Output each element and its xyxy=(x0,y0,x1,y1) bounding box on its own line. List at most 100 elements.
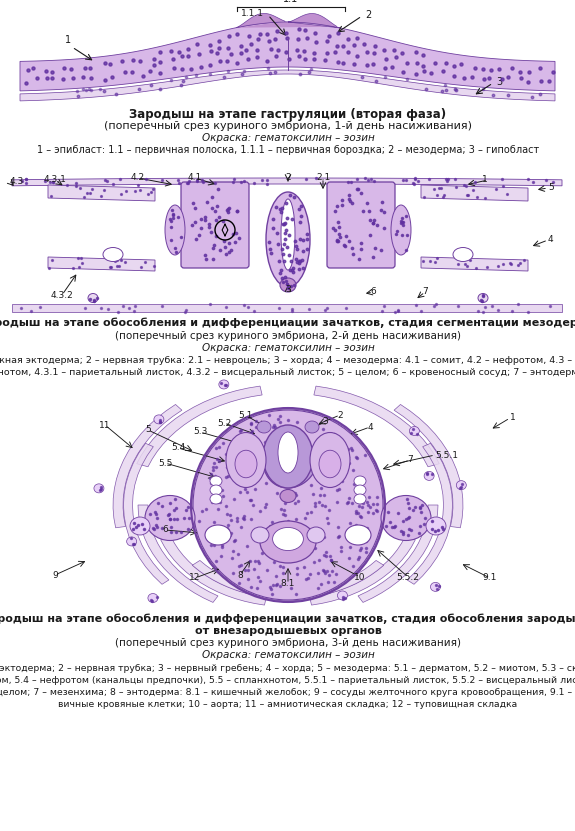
Polygon shape xyxy=(421,257,528,271)
Text: вичные кровяные клетки; 10 – аорта; 11 – амниотическая складка; 12 – туповищная : вичные кровяные клетки; 10 – аорта; 11 –… xyxy=(59,700,518,709)
Text: 1 – эпибласт: 1.1 – первичная полоска, 1.1.1 – первичная бороздка; 2 – мезодерма: 1 – эпибласт: 1.1 – первичная полоска, 1… xyxy=(37,145,539,155)
Ellipse shape xyxy=(409,426,419,435)
Text: (поперечный срез куриного эмбриона, 3-й день насиживания): (поперечный срез куриного эмбриона, 3-й … xyxy=(115,638,461,648)
Text: 5.5: 5.5 xyxy=(158,459,172,468)
Text: 5: 5 xyxy=(548,184,554,193)
Ellipse shape xyxy=(424,471,434,480)
Text: 1.1.1: 1.1.1 xyxy=(241,9,264,18)
Text: 1: 1 xyxy=(482,175,488,184)
Text: 7: 7 xyxy=(422,288,428,297)
Text: 2: 2 xyxy=(285,174,291,183)
Polygon shape xyxy=(48,185,155,201)
Ellipse shape xyxy=(345,525,371,545)
Text: 1: 1 xyxy=(65,35,71,45)
Polygon shape xyxy=(12,178,562,186)
Polygon shape xyxy=(20,70,555,101)
Polygon shape xyxy=(263,456,318,488)
Text: 8: 8 xyxy=(237,571,243,579)
Polygon shape xyxy=(113,405,182,528)
Polygon shape xyxy=(192,560,310,598)
Text: от внезародышевых органов: от внезародышевых органов xyxy=(194,626,381,636)
Ellipse shape xyxy=(426,517,446,535)
Text: 5.4: 5.4 xyxy=(171,444,185,453)
Ellipse shape xyxy=(251,527,269,543)
Ellipse shape xyxy=(260,521,316,563)
Ellipse shape xyxy=(210,485,222,495)
Text: 5: 5 xyxy=(145,425,151,435)
Ellipse shape xyxy=(280,489,296,503)
Ellipse shape xyxy=(381,495,431,540)
Ellipse shape xyxy=(457,480,466,489)
Ellipse shape xyxy=(235,450,257,478)
Text: 9: 9 xyxy=(52,571,58,579)
Ellipse shape xyxy=(278,432,298,473)
Ellipse shape xyxy=(281,199,295,270)
Text: 6 – целом; 7 – мезенхима; 8 – энтодерма: 8.1 – кишечный желобок; 9 – сосуды желт: 6 – целом; 7 – мезенхима; 8 – энтодерма:… xyxy=(0,688,575,697)
Ellipse shape xyxy=(154,415,164,424)
Text: 4.3: 4.3 xyxy=(10,178,24,186)
Text: 3: 3 xyxy=(322,417,328,426)
Ellipse shape xyxy=(263,425,313,488)
Text: 5.2: 5.2 xyxy=(217,419,231,427)
Text: 2: 2 xyxy=(337,411,343,420)
Ellipse shape xyxy=(257,421,271,433)
Ellipse shape xyxy=(193,410,383,600)
Polygon shape xyxy=(124,443,169,584)
Ellipse shape xyxy=(192,409,384,601)
Ellipse shape xyxy=(319,450,341,478)
Text: 5.5.2: 5.5.2 xyxy=(397,573,419,582)
Text: 9.1: 9.1 xyxy=(483,573,497,583)
Text: 1: 1 xyxy=(510,414,516,422)
Text: 5.1: 5.1 xyxy=(238,411,252,420)
Text: 10: 10 xyxy=(354,573,366,582)
Ellipse shape xyxy=(103,248,123,262)
Text: Зародыш на этапе обособления и дифференциации зачатков, стадия сегментации мезод: Зародыш на этапе обособления и дифференц… xyxy=(0,318,575,328)
Polygon shape xyxy=(20,22,555,91)
Text: хнотом, 4.3.1 – париетальный листок, 4.3.2 – висцеральный листок; 5 – целом; 6 –: хнотом, 4.3.1 – париетальный листок, 4.3… xyxy=(0,368,575,377)
Ellipse shape xyxy=(148,593,158,602)
Ellipse shape xyxy=(210,476,222,486)
Ellipse shape xyxy=(88,293,98,302)
Ellipse shape xyxy=(94,484,104,493)
Text: Зародыш на этапе обособления и дифференциации зачатков, стадия обособления зарод: Зародыш на этапе обособления и дифференц… xyxy=(0,613,575,623)
Polygon shape xyxy=(48,257,155,271)
Ellipse shape xyxy=(305,421,319,433)
Text: 11: 11 xyxy=(99,420,111,430)
Text: Окраска: гематоксилин – эозин: Окраска: гематоксилин – эозин xyxy=(202,650,374,660)
Ellipse shape xyxy=(354,494,366,504)
Text: 8.1: 8.1 xyxy=(281,579,295,588)
Text: 6: 6 xyxy=(162,525,168,534)
Text: (поперечный срез куриного эмбриона, 1-й день насиживания): (поперечный срез куриного эмбриона, 1-й … xyxy=(104,121,472,131)
Text: ротом, 5.4 – нефротом (канальцы предпочки), 5.5 – спланхнотом, 5.5.1 – париеталь: ротом, 5.4 – нефротом (канальцы предпочк… xyxy=(0,676,575,685)
Text: 4.3.1: 4.3.1 xyxy=(44,175,67,184)
Polygon shape xyxy=(12,304,562,312)
Text: 1 – кожная эктодерма; 2 – нервная трубка: 2.1 – невроцель; 3 – хорда; 4 – мезоде: 1 – кожная эктодерма; 2 – нервная трубка… xyxy=(0,356,575,365)
Text: 7: 7 xyxy=(407,455,413,465)
Text: 4.3.2: 4.3.2 xyxy=(51,291,74,299)
Text: 4: 4 xyxy=(367,422,373,431)
Polygon shape xyxy=(160,537,266,605)
Text: (поперечный срез куриного эмбриона, 2-й день насиживания): (поперечный срез куриного эмбриона, 2-й … xyxy=(115,331,461,341)
Polygon shape xyxy=(358,505,438,602)
Polygon shape xyxy=(137,386,262,467)
FancyBboxPatch shape xyxy=(327,182,395,268)
Text: Зародыш на этапе гаструляции (вторая фаза): Зародыш на этапе гаструляции (вторая фаз… xyxy=(129,108,447,121)
Ellipse shape xyxy=(273,528,304,551)
FancyBboxPatch shape xyxy=(181,182,249,268)
Ellipse shape xyxy=(478,293,488,302)
Ellipse shape xyxy=(126,537,137,546)
Text: 5.3: 5.3 xyxy=(193,427,207,436)
Ellipse shape xyxy=(165,205,185,255)
Text: 1.1: 1.1 xyxy=(283,0,298,4)
Ellipse shape xyxy=(453,248,473,262)
Ellipse shape xyxy=(307,527,325,543)
Ellipse shape xyxy=(219,380,229,389)
Ellipse shape xyxy=(431,583,440,592)
Ellipse shape xyxy=(280,278,296,292)
Text: Окраска: гематоксилин – эозин: Окраска: гематоксилин – эозин xyxy=(202,343,374,353)
Polygon shape xyxy=(138,505,218,602)
Ellipse shape xyxy=(266,192,310,287)
Text: Окраска: гематоксилин – эозин: Окраска: гематоксилин – эозин xyxy=(202,133,374,143)
Text: 2: 2 xyxy=(365,10,371,20)
Text: 1 – эктодерма; 2 – нервная трубка; 3 – нервный гребень; 4 – хорда; 5 – мезодерма: 1 – эктодерма; 2 – нервная трубка; 3 – н… xyxy=(0,664,575,673)
